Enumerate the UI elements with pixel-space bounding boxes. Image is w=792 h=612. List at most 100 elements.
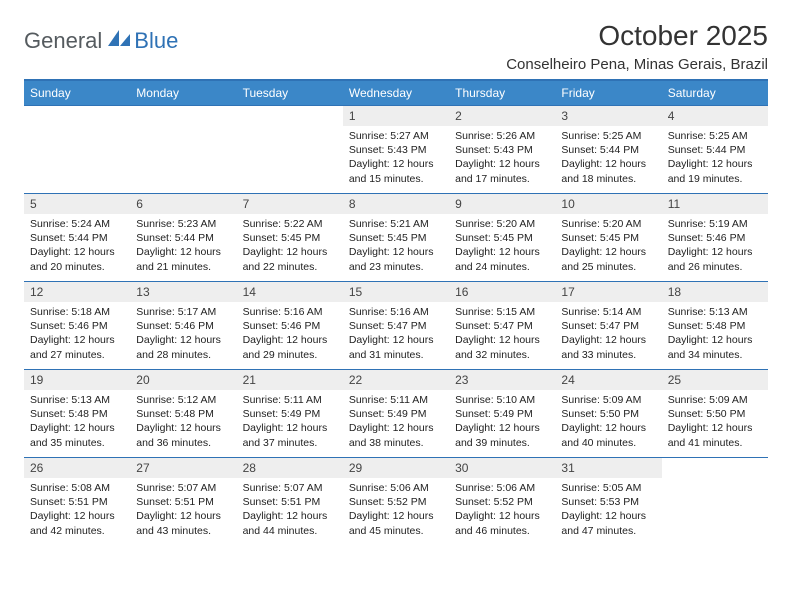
- day-day2: and 29 minutes.: [243, 348, 337, 362]
- day-body: Sunrise: 5:14 AMSunset: 5:47 PMDaylight:…: [555, 302, 661, 367]
- day-day2: and 32 minutes.: [455, 348, 549, 362]
- day-number: 3: [555, 106, 661, 126]
- day-day2: and 39 minutes.: [455, 436, 549, 450]
- day-sunset: Sunset: 5:44 PM: [561, 143, 655, 157]
- day-sunrise: Sunrise: 5:17 AM: [136, 305, 230, 319]
- day-sunset: Sunset: 5:51 PM: [243, 495, 337, 509]
- day-body: Sunrise: 5:05 AMSunset: 5:53 PMDaylight:…: [555, 478, 661, 543]
- calendar-day-cell: 2Sunrise: 5:26 AMSunset: 5:43 PMDaylight…: [449, 106, 555, 194]
- day-sunset: Sunset: 5:46 PM: [30, 319, 124, 333]
- day-number: 17: [555, 282, 661, 302]
- day-day2: and 33 minutes.: [561, 348, 655, 362]
- day-day2: and 17 minutes.: [455, 172, 549, 186]
- title-block: October 2025 Conselheiro Pena, Minas Ger…: [506, 20, 768, 73]
- day-day2: and 25 minutes.: [561, 260, 655, 274]
- calendar-day-cell: 10Sunrise: 5:20 AMSunset: 5:45 PMDayligh…: [555, 194, 661, 282]
- day-number: 4: [662, 106, 768, 126]
- day-body: Sunrise: 5:19 AMSunset: 5:46 PMDaylight:…: [662, 214, 768, 279]
- logo: General Blue: [24, 20, 178, 54]
- day-header-row: Sunday Monday Tuesday Wednesday Thursday…: [24, 80, 768, 106]
- day-number: 14: [237, 282, 343, 302]
- day-body: Sunrise: 5:16 AMSunset: 5:46 PMDaylight:…: [237, 302, 343, 367]
- day-body: Sunrise: 5:18 AMSunset: 5:46 PMDaylight:…: [24, 302, 130, 367]
- day-body: Sunrise: 5:13 AMSunset: 5:48 PMDaylight:…: [24, 390, 130, 455]
- day-sunset: Sunset: 5:49 PM: [349, 407, 443, 421]
- day-day2: and 40 minutes.: [561, 436, 655, 450]
- day-number: 12: [24, 282, 130, 302]
- day-day1: Daylight: 12 hours: [30, 245, 124, 259]
- day-body: Sunrise: 5:06 AMSunset: 5:52 PMDaylight:…: [449, 478, 555, 543]
- day-day2: and 35 minutes.: [30, 436, 124, 450]
- day-sunrise: Sunrise: 5:05 AM: [561, 481, 655, 495]
- day-sunrise: Sunrise: 5:24 AM: [30, 217, 124, 231]
- day-number: 29: [343, 458, 449, 478]
- day-day2: and 27 minutes.: [30, 348, 124, 362]
- day-number: 24: [555, 370, 661, 390]
- day-sunset: Sunset: 5:51 PM: [30, 495, 124, 509]
- day-sunset: Sunset: 5:45 PM: [243, 231, 337, 245]
- day-sunrise: Sunrise: 5:27 AM: [349, 129, 443, 143]
- day-sunset: Sunset: 5:50 PM: [668, 407, 762, 421]
- day-header: Monday: [130, 80, 236, 106]
- day-day2: and 24 minutes.: [455, 260, 549, 274]
- day-day2: and 45 minutes.: [349, 524, 443, 538]
- day-number: 7: [237, 194, 343, 214]
- day-number: 15: [343, 282, 449, 302]
- day-day2: and 19 minutes.: [668, 172, 762, 186]
- calendar-day-cell: 24Sunrise: 5:09 AMSunset: 5:50 PMDayligh…: [555, 370, 661, 458]
- location: Conselheiro Pena, Minas Gerais, Brazil: [506, 56, 768, 73]
- calendar-day-cell: 7Sunrise: 5:22 AMSunset: 5:45 PMDaylight…: [237, 194, 343, 282]
- day-number: 5: [24, 194, 130, 214]
- day-sunrise: Sunrise: 5:07 AM: [243, 481, 337, 495]
- day-day1: Daylight: 12 hours: [668, 157, 762, 171]
- calendar-day-cell: 23Sunrise: 5:10 AMSunset: 5:49 PMDayligh…: [449, 370, 555, 458]
- calendar-week-row: 26Sunrise: 5:08 AMSunset: 5:51 PMDayligh…: [24, 458, 768, 546]
- day-number: 28: [237, 458, 343, 478]
- day-sunset: Sunset: 5:50 PM: [561, 407, 655, 421]
- day-body: Sunrise: 5:17 AMSunset: 5:46 PMDaylight:…: [130, 302, 236, 367]
- day-sunrise: Sunrise: 5:10 AM: [455, 393, 549, 407]
- day-sunrise: Sunrise: 5:19 AM: [668, 217, 762, 231]
- day-sunset: Sunset: 5:53 PM: [561, 495, 655, 509]
- day-body: Sunrise: 5:20 AMSunset: 5:45 PMDaylight:…: [555, 214, 661, 279]
- calendar-week-row: 5Sunrise: 5:24 AMSunset: 5:44 PMDaylight…: [24, 194, 768, 282]
- day-sunrise: Sunrise: 5:12 AM: [136, 393, 230, 407]
- day-number: 31: [555, 458, 661, 478]
- calendar-day-cell: [237, 106, 343, 194]
- day-body: Sunrise: 5:07 AMSunset: 5:51 PMDaylight:…: [130, 478, 236, 543]
- day-number: 1: [343, 106, 449, 126]
- day-sunset: Sunset: 5:51 PM: [136, 495, 230, 509]
- day-number: 2: [449, 106, 555, 126]
- day-day2: and 21 minutes.: [136, 260, 230, 274]
- day-day1: Daylight: 12 hours: [243, 333, 337, 347]
- calendar-day-cell: 21Sunrise: 5:11 AMSunset: 5:49 PMDayligh…: [237, 370, 343, 458]
- day-header: Friday: [555, 80, 661, 106]
- logo-sail-icon: [108, 30, 130, 53]
- day-number: 9: [449, 194, 555, 214]
- calendar-day-cell: 5Sunrise: 5:24 AMSunset: 5:44 PMDaylight…: [24, 194, 130, 282]
- day-day1: Daylight: 12 hours: [30, 421, 124, 435]
- day-sunset: Sunset: 5:47 PM: [455, 319, 549, 333]
- day-number: 30: [449, 458, 555, 478]
- day-body: Sunrise: 5:27 AMSunset: 5:43 PMDaylight:…: [343, 126, 449, 191]
- calendar-day-cell: 9Sunrise: 5:20 AMSunset: 5:45 PMDaylight…: [449, 194, 555, 282]
- calendar-day-cell: 25Sunrise: 5:09 AMSunset: 5:50 PMDayligh…: [662, 370, 768, 458]
- day-sunrise: Sunrise: 5:06 AM: [455, 481, 549, 495]
- calendar-day-cell: 31Sunrise: 5:05 AMSunset: 5:53 PMDayligh…: [555, 458, 661, 546]
- calendar-week-row: 12Sunrise: 5:18 AMSunset: 5:46 PMDayligh…: [24, 282, 768, 370]
- day-body: Sunrise: 5:09 AMSunset: 5:50 PMDaylight:…: [555, 390, 661, 455]
- day-day1: Daylight: 12 hours: [455, 509, 549, 523]
- day-day2: and 15 minutes.: [349, 172, 443, 186]
- day-day1: Daylight: 12 hours: [349, 157, 443, 171]
- day-number: 23: [449, 370, 555, 390]
- calendar-day-cell: 3Sunrise: 5:25 AMSunset: 5:44 PMDaylight…: [555, 106, 661, 194]
- day-number: 11: [662, 194, 768, 214]
- day-day2: and 43 minutes.: [136, 524, 230, 538]
- day-sunrise: Sunrise: 5:25 AM: [668, 129, 762, 143]
- day-header: Saturday: [662, 80, 768, 106]
- calendar-day-cell: 11Sunrise: 5:19 AMSunset: 5:46 PMDayligh…: [662, 194, 768, 282]
- day-day2: and 23 minutes.: [349, 260, 443, 274]
- day-sunset: Sunset: 5:45 PM: [455, 231, 549, 245]
- day-body: Sunrise: 5:25 AMSunset: 5:44 PMDaylight:…: [555, 126, 661, 191]
- calendar-week-row: 1Sunrise: 5:27 AMSunset: 5:43 PMDaylight…: [24, 106, 768, 194]
